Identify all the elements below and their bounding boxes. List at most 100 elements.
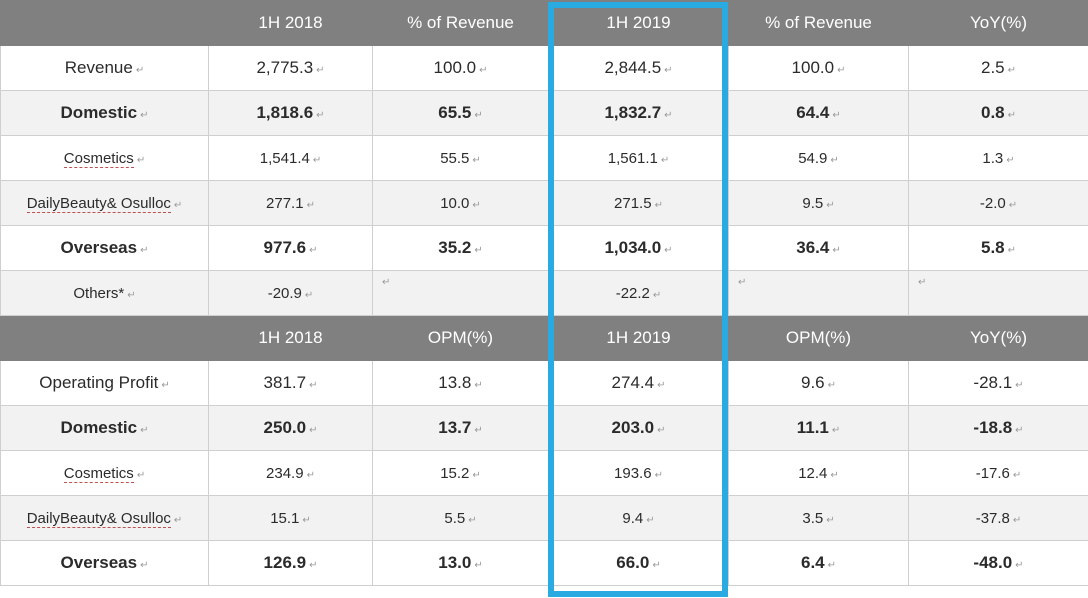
- paragraph-mark: ↵: [832, 425, 840, 436]
- data-cell: -2.0↵: [909, 181, 1088, 226]
- cell-value: 64.4: [796, 103, 829, 123]
- paragraph-mark: ↵: [657, 380, 665, 391]
- data-cell: -37.8↵: [909, 496, 1088, 541]
- data-cell: 1,818.6↵: [209, 91, 373, 136]
- table-header-cell: [1, 1, 209, 46]
- paragraph-mark: ↵: [826, 200, 834, 211]
- cell-value: 12.4: [798, 465, 827, 482]
- row-label: Revenue: [65, 58, 133, 78]
- data-cell: 64.4↵: [729, 91, 909, 136]
- cell-value: -48.0: [973, 553, 1012, 573]
- cell-value: 126.9: [264, 553, 307, 573]
- data-cell: -20.9↵: [209, 271, 373, 316]
- data-cell: ↵: [909, 271, 1088, 316]
- paragraph-mark: ↵: [664, 110, 672, 121]
- paragraph-mark: ↵: [832, 110, 840, 121]
- paragraph-mark: ↵: [655, 470, 663, 481]
- paragraph-mark: ↵: [140, 560, 148, 571]
- cell-value: 250.0: [264, 418, 307, 438]
- table-header-cell: 1H 2019: [549, 1, 729, 46]
- paragraph-mark: ↵: [313, 155, 321, 166]
- cell-value: 9.6: [801, 373, 825, 393]
- table-header-row: 1H 2018% of Revenue1H 2019% of RevenueYo…: [1, 1, 1088, 46]
- cell-value: 277.1: [266, 195, 304, 212]
- cell-value: 203.0: [612, 418, 655, 438]
- cell-value: 1,541.4: [260, 150, 310, 167]
- paragraph-mark: ↵: [1006, 155, 1014, 166]
- paragraph-mark: ↵: [472, 470, 480, 481]
- paragraph-mark: ↵: [474, 380, 482, 391]
- paragraph-mark: ↵: [657, 425, 665, 436]
- cell-value: 2,844.5: [604, 58, 661, 78]
- cell-value: 381.7: [264, 373, 307, 393]
- table-header-cell: % of Revenue: [373, 1, 549, 46]
- row-label: Overseas: [61, 238, 138, 258]
- table-header-cell: 1H 2018: [209, 316, 373, 361]
- cell-value: -18.8: [973, 418, 1012, 438]
- data-cell: -18.8↵: [909, 406, 1088, 451]
- data-cell: 2.5↵: [909, 46, 1088, 91]
- cell-value: -17.6: [976, 465, 1010, 482]
- row-label-cell: DailyBeauty& Osulloc↵: [1, 496, 209, 541]
- row-label-cell: DailyBeauty& Osulloc↵: [1, 181, 209, 226]
- table-header-cell: [1, 316, 209, 361]
- paragraph-mark: ↵: [1013, 515, 1021, 526]
- paragraph-mark: ↵: [468, 515, 476, 526]
- cell-value: 15.1: [270, 510, 299, 527]
- data-cell: 0.8↵: [909, 91, 1088, 136]
- data-cell: 193.6↵: [549, 451, 729, 496]
- row-label: Overseas: [61, 553, 138, 573]
- paragraph-mark: ↵: [309, 245, 317, 256]
- paragraph-mark: ↵: [316, 65, 324, 76]
- paragraph-mark: ↵: [382, 277, 390, 288]
- cell-value: 6.4: [801, 553, 825, 573]
- cell-value: 0.8: [981, 103, 1005, 123]
- paragraph-mark: ↵: [664, 245, 672, 256]
- data-cell: 9.6↵: [729, 361, 909, 406]
- cell-value: 9.5: [802, 195, 823, 212]
- row-label: Cosmetics: [64, 150, 134, 167]
- data-cell: -17.6↵: [909, 451, 1088, 496]
- table-header-cell: 1H 2018: [209, 1, 373, 46]
- row-label-cell: Domestic↵: [1, 91, 209, 136]
- paragraph-mark: ↵: [1015, 380, 1023, 391]
- table-row: DailyBeauty& Osulloc↵15.1↵5.5↵9.4↵3.5↵-3…: [1, 496, 1088, 541]
- data-cell: 15.1↵: [209, 496, 373, 541]
- paragraph-mark: ↵: [1008, 110, 1016, 121]
- row-label: DailyBeauty& Osulloc: [27, 195, 171, 212]
- table-row: Cosmetics↵1,541.4↵55.5↵1,561.1↵54.9↵1.3↵: [1, 136, 1088, 181]
- paragraph-mark: ↵: [305, 290, 313, 301]
- cell-value: 100.0: [792, 58, 835, 78]
- table-header-cell: % of Revenue: [729, 1, 909, 46]
- paragraph-mark: ↵: [837, 65, 845, 76]
- paragraph-mark: ↵: [653, 290, 661, 301]
- data-cell: 1,832.7↵: [549, 91, 729, 136]
- cell-value: 2,775.3: [256, 58, 313, 78]
- data-cell: 271.5↵: [549, 181, 729, 226]
- paragraph-mark: ↵: [652, 560, 660, 571]
- paragraph-mark: ↵: [1015, 560, 1023, 571]
- row-label-cell: Revenue↵: [1, 46, 209, 91]
- paragraph-mark: ↵: [140, 110, 148, 121]
- paragraph-mark: ↵: [1009, 200, 1017, 211]
- data-cell: 10.0↵: [373, 181, 549, 226]
- table-row: Operating Profit↵381.7↵13.8↵274.4↵9.6↵-2…: [1, 361, 1088, 406]
- row-label-cell: Overseas↵: [1, 226, 209, 271]
- cell-value: -22.2: [616, 285, 650, 302]
- data-cell: 277.1↵: [209, 181, 373, 226]
- data-cell: -28.1↵: [909, 361, 1088, 406]
- paragraph-mark: ↵: [738, 277, 746, 288]
- data-cell: 55.5↵: [373, 136, 549, 181]
- row-label-cell: Domestic↵: [1, 406, 209, 451]
- data-cell: 9.4↵: [549, 496, 729, 541]
- paragraph-mark: ↵: [832, 245, 840, 256]
- paragraph-mark: ↵: [161, 380, 169, 391]
- data-cell: 203.0↵: [549, 406, 729, 451]
- cell-value: -28.1: [973, 373, 1012, 393]
- row-label: Others*: [73, 285, 124, 302]
- cell-value: 274.4: [612, 373, 655, 393]
- data-cell: 13.7↵: [373, 406, 549, 451]
- data-cell: 1.3↵: [909, 136, 1088, 181]
- paragraph-mark: ↵: [127, 290, 135, 301]
- data-cell: -22.2↵: [549, 271, 729, 316]
